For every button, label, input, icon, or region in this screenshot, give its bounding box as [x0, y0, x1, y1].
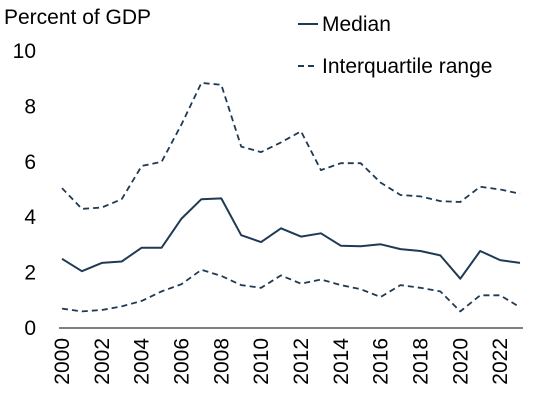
- x-tick-label: 2008: [210, 338, 233, 385]
- x-tick-label: 2006: [170, 338, 193, 385]
- y-axis-label: Percent of GDP: [4, 6, 151, 29]
- y-axis-ticks: 0 2 4 6 8 10: [13, 40, 37, 340]
- x-tick-label: 2022: [489, 338, 512, 385]
- x-axis-ticks: 2000 2002 2004 2006 2008 2010 2012 2014 2016 2018…: [51, 338, 512, 385]
- y-tick-label: 10: [13, 40, 36, 63]
- x-tick-label: 2012: [290, 338, 313, 385]
- x-tick-label: 2020: [449, 338, 472, 385]
- legend-iqr-label: Interquartile range: [322, 55, 492, 78]
- legend-median-label: Median: [322, 13, 391, 36]
- y-tick-label: 6: [24, 151, 36, 174]
- y-tick-label: 4: [24, 206, 36, 229]
- y-tick-label: 2: [24, 262, 36, 285]
- x-tick-label: 2018: [409, 338, 432, 385]
- y-tick-label: 0: [24, 317, 36, 340]
- series-lines: [61, 82, 521, 313]
- x-tick-label: 2014: [330, 338, 353, 385]
- iqr-upper-line: [61, 82, 521, 210]
- iqr-lower-line: [61, 268, 521, 313]
- y-tick-label: 8: [24, 95, 36, 118]
- x-tick-label: 2004: [131, 338, 154, 385]
- x-tick-label: 2002: [91, 338, 114, 385]
- median-line: [61, 197, 521, 280]
- x-tick-label: 2000: [51, 338, 74, 385]
- legend: Median Interquartile range: [298, 13, 492, 78]
- x-tick-label: 2010: [250, 338, 273, 385]
- x-tick-label: 2016: [370, 338, 393, 385]
